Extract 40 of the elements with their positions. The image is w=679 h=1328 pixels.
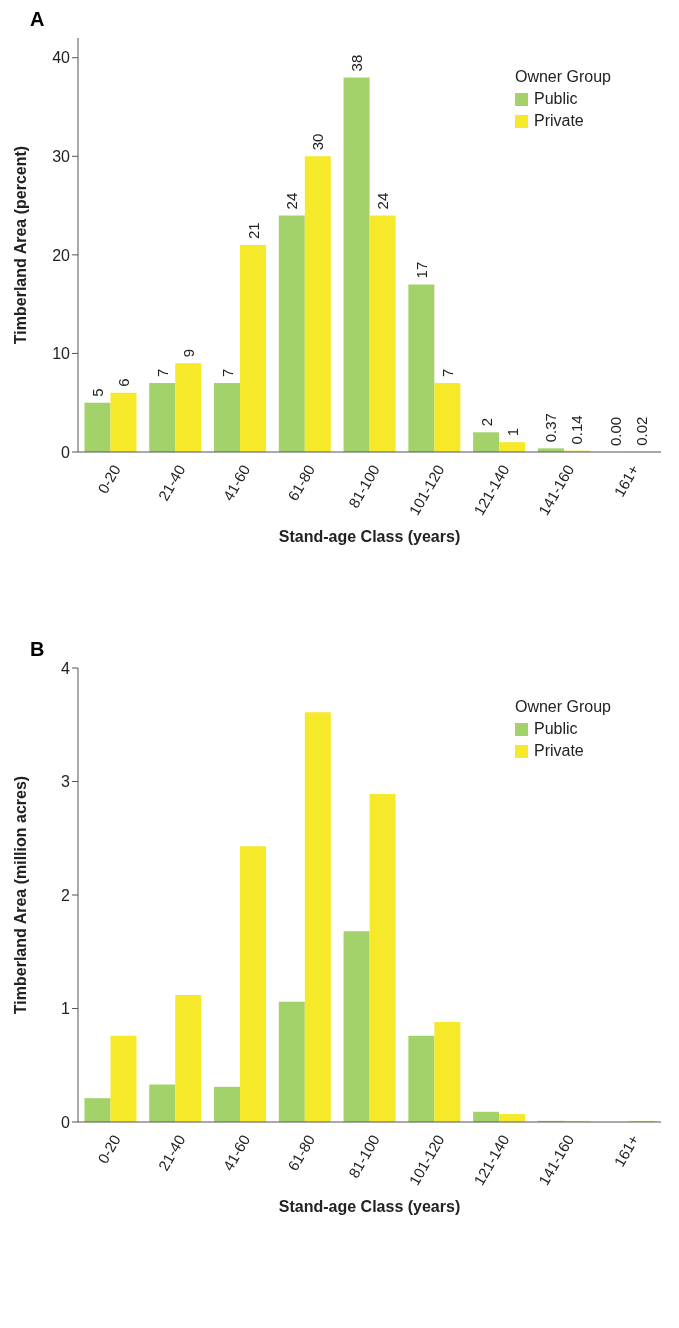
data-label: 2 xyxy=(477,417,495,427)
y-axis-title: Timberland Area (million acres) xyxy=(11,775,29,1015)
data-label: 17 xyxy=(412,261,430,279)
data-label: 7 xyxy=(438,368,456,377)
y-tick-label: 3 xyxy=(61,773,71,791)
x-axis-title: Stand-age Class (years) xyxy=(278,528,461,545)
legend-label: Private xyxy=(533,112,584,130)
legend-label: Public xyxy=(533,90,578,108)
y-tick-label: 20 xyxy=(52,246,71,264)
data-label: 7 xyxy=(218,368,236,377)
data-label: 9 xyxy=(179,348,197,358)
data-label: 5 xyxy=(88,388,106,397)
y-tick-label: 4 xyxy=(61,659,71,677)
y-tick-label: 2 xyxy=(61,886,71,904)
data-label: 0.02 xyxy=(633,416,651,446)
data-label: 7 xyxy=(153,368,171,377)
legend-title: Owner Group xyxy=(514,68,611,86)
y-axis-title: Timberland Area (percent) xyxy=(11,145,29,345)
data-label: 0.00 xyxy=(607,416,625,446)
y-tick-label: 10 xyxy=(52,345,71,363)
legend-label: Public xyxy=(533,720,578,738)
data-label: 24 xyxy=(374,192,392,210)
chart-title: A xyxy=(30,8,45,31)
y-tick-label: 1 xyxy=(61,1000,71,1018)
legend-label: Private xyxy=(533,742,584,760)
y-tick-label: 40 xyxy=(52,49,71,67)
y-tick-label: 0 xyxy=(61,443,71,461)
data-label: 21 xyxy=(244,222,262,239)
data-label: 30 xyxy=(309,133,327,151)
data-label: 38 xyxy=(348,54,366,72)
y-tick-label: 30 xyxy=(52,147,71,165)
data-label: 0.14 xyxy=(568,415,586,445)
data-label: 6 xyxy=(114,378,132,387)
chart-title: B xyxy=(30,638,45,661)
y-tick-label: 0 xyxy=(61,1113,71,1131)
legend-title: Owner Group xyxy=(514,698,611,716)
x-axis-title: Stand-age Class (years) xyxy=(278,1198,461,1215)
data-label: 1 xyxy=(503,427,521,437)
data-label: 0.37 xyxy=(542,413,560,443)
data-label: 24 xyxy=(283,192,301,210)
